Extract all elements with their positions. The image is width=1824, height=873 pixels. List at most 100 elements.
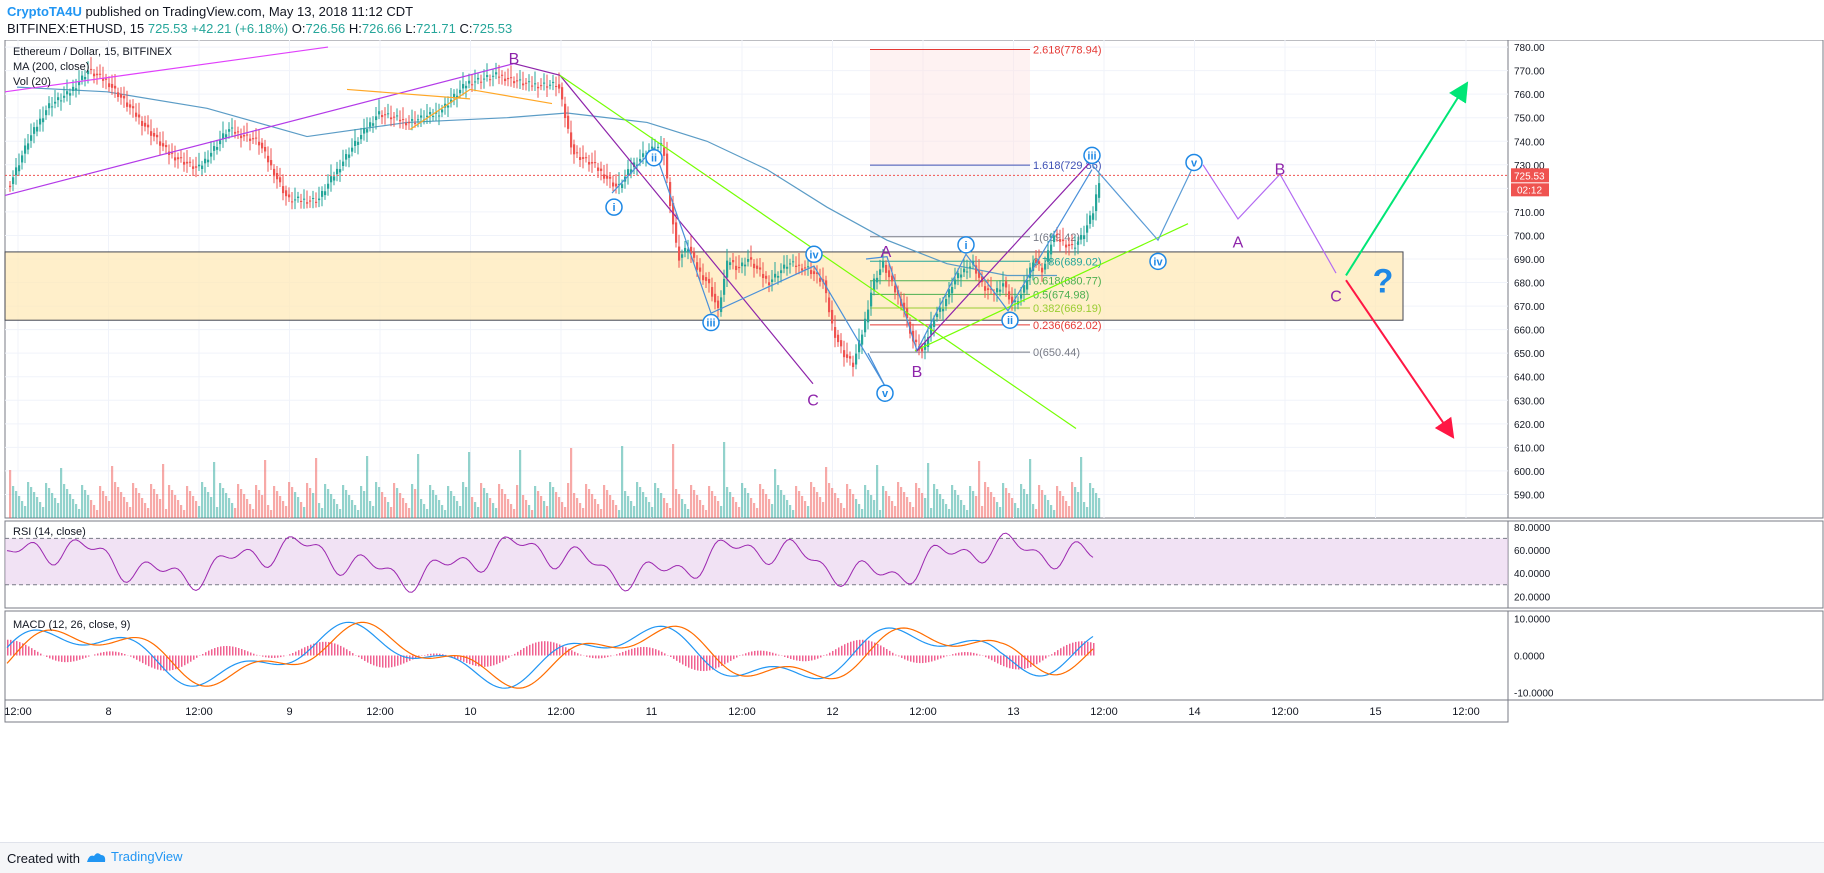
macd-histogram-bar xyxy=(985,656,987,658)
macd-histogram-bar xyxy=(532,644,534,656)
macd-histogram-bar xyxy=(1069,644,1071,656)
candle-body xyxy=(663,147,665,155)
macd-histogram-bar xyxy=(934,656,936,661)
macd-histogram-bar xyxy=(790,656,792,659)
volume-bar xyxy=(1008,493,1010,518)
candle-body xyxy=(495,72,497,74)
volume-bar xyxy=(1032,504,1034,518)
publish-text: published on TradingView.com, May 13, 20… xyxy=(86,4,414,19)
candle-body xyxy=(45,110,47,115)
candle-body xyxy=(177,157,179,159)
wave-label: iii xyxy=(706,318,715,330)
volume-bar xyxy=(18,496,20,518)
author-link[interactable]: CryptoTA4U xyxy=(7,4,82,19)
macd-histogram-bar xyxy=(484,656,486,667)
indicator-ma-label: MA (200, close) xyxy=(13,61,89,73)
price-tick-label: 620.00 xyxy=(1514,420,1545,431)
candle-body xyxy=(594,162,596,163)
macd-histogram-bar xyxy=(433,654,435,656)
candle-body xyxy=(198,165,200,167)
volume-bar xyxy=(126,502,128,518)
macd-histogram-bar xyxy=(1048,656,1050,657)
volume-bar xyxy=(501,489,503,518)
macd-histogram-bar xyxy=(538,642,540,656)
macd-histogram-bar xyxy=(520,650,522,656)
candle-body xyxy=(516,80,518,81)
price-tick-label: 700.00 xyxy=(1514,231,1545,242)
macd-histogram-bar xyxy=(37,652,39,656)
candle-body xyxy=(768,282,770,285)
volume-bar xyxy=(195,501,197,518)
volume-bar xyxy=(1011,498,1013,518)
volume-bar xyxy=(1086,507,1088,518)
volume-bar xyxy=(438,500,440,518)
volume-bar xyxy=(480,483,482,518)
volume-bar xyxy=(951,485,953,518)
candle-body xyxy=(486,75,488,77)
volume-bar xyxy=(552,487,554,518)
price-tick-label: 650.00 xyxy=(1514,349,1545,360)
macd-histogram-bar xyxy=(235,647,237,655)
macd-histogram-bar xyxy=(205,652,207,655)
time-tick-label: 12:00 xyxy=(4,706,32,718)
volume-bar xyxy=(855,499,857,518)
macd-histogram-bar xyxy=(310,645,312,656)
volume-bar xyxy=(786,500,788,518)
candle-body xyxy=(813,271,815,274)
candle-body xyxy=(1056,234,1058,235)
wave-label: C xyxy=(1330,289,1342,306)
candle-body xyxy=(963,269,965,273)
macd-histogram-bar xyxy=(292,653,294,656)
macd-histogram-bar xyxy=(1003,656,1005,667)
macd-histogram-bar xyxy=(778,655,780,656)
volume-bar xyxy=(297,497,299,518)
volume-bar xyxy=(1071,482,1073,518)
chart-canvas[interactable]: 780.00770.00760.00750.00740.00730.00720.… xyxy=(0,40,1824,842)
volume-bar xyxy=(558,497,560,518)
candle-body xyxy=(75,88,77,90)
macd-histogram-bar xyxy=(106,652,108,656)
volume-bar xyxy=(36,497,38,518)
candle-body xyxy=(642,153,644,157)
macd-histogram-bar xyxy=(406,656,408,663)
macd-histogram-bar xyxy=(826,654,828,655)
candle-body xyxy=(255,138,257,139)
tradingview-brand[interactable]: TradingView xyxy=(85,849,183,864)
volume-bar xyxy=(141,498,143,518)
macd-histogram-bar xyxy=(400,656,402,665)
candle-body xyxy=(291,201,293,202)
candle-body xyxy=(69,93,71,95)
macd-histogram-bar xyxy=(262,656,264,657)
candle-body xyxy=(537,87,539,88)
volume-bar xyxy=(1074,487,1076,518)
wave-label: iv xyxy=(809,249,819,261)
candle-body xyxy=(471,84,473,85)
volume-bar xyxy=(543,501,545,518)
candle-body xyxy=(492,76,494,77)
candle-body xyxy=(513,81,515,83)
wave-label: i xyxy=(964,240,967,252)
macd-histogram-bar xyxy=(793,656,795,660)
volume-bar xyxy=(768,499,770,518)
volume-bar xyxy=(312,493,314,518)
volume-bar xyxy=(444,510,446,518)
volume-bar xyxy=(615,505,617,518)
macd-histogram-bar xyxy=(178,656,180,669)
volume-bar xyxy=(834,493,836,518)
volume-bar xyxy=(300,502,302,518)
macd-histogram-bar xyxy=(814,656,816,660)
volume-bar xyxy=(213,462,215,518)
volume-bar xyxy=(735,502,737,518)
volume-bar xyxy=(702,505,704,518)
macd-histogram-bar xyxy=(952,654,954,655)
macd-histogram-bar xyxy=(142,656,144,664)
candle-body xyxy=(327,184,329,189)
volume-bar xyxy=(132,483,134,518)
macd-histogram-bar xyxy=(181,656,183,667)
fib-level-label: 0(650.44) xyxy=(1033,347,1080,359)
candle-body xyxy=(549,85,551,86)
price-tick-label: 690.00 xyxy=(1514,255,1545,266)
